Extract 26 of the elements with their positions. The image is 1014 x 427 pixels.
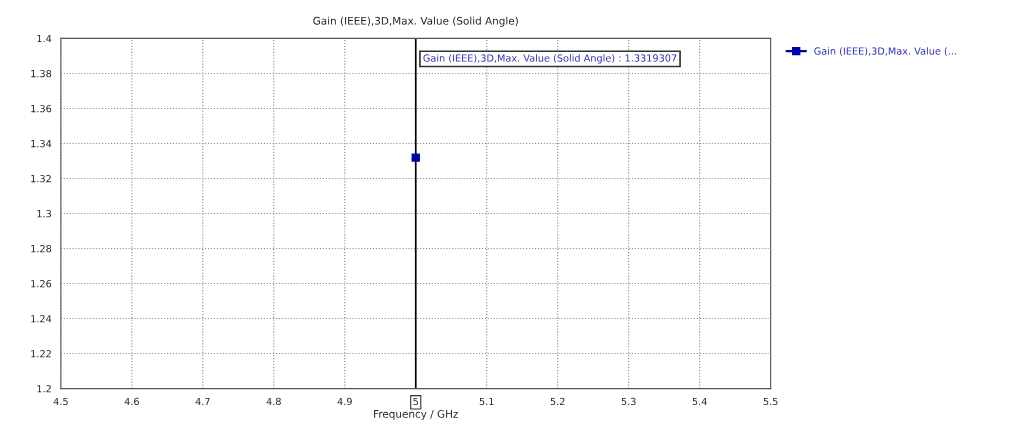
x-tick-label: 4.9: [337, 397, 352, 406]
x-tick-label: 4.8: [266, 397, 281, 406]
chart-title: Gain (IEEE),3D,Max. Value (Solid Angle): [313, 16, 518, 27]
y-tick-label: 1.3: [37, 209, 52, 218]
y-tick-label: 1.28: [31, 244, 52, 253]
y-tick-label: 1.32: [31, 174, 51, 183]
y-tick-label: 1.22: [31, 350, 51, 358]
x-tick-label: 5.2: [550, 397, 565, 406]
y-tick-label: 1.36: [31, 104, 52, 113]
x-tick-label: 4.5: [53, 397, 68, 406]
y-tick-label: 1.26: [31, 280, 52, 288]
x-tick-label: 5.1: [479, 397, 494, 406]
y-tick-label: 1.4: [37, 35, 52, 43]
x-tick-label: 4.6: [124, 397, 139, 406]
y-tick-label: 1.38: [31, 69, 52, 78]
y-tick-label: 1.24: [31, 315, 52, 323]
x-axis-title: Frequency / GHz: [374, 409, 458, 420]
annotation: Gain (IEEE),3D,Max. Value (Solid Angle) : 1.3319307: [423, 54, 677, 64]
legend-label: Gain (IEEE),3D,Max. Value (...: [814, 47, 956, 56]
x-tick-label: 5.4: [692, 397, 707, 406]
y-tick-label: 1.2: [37, 385, 51, 393]
x-tick-label: 5.3: [621, 397, 636, 406]
x-tick-label: 5: [413, 397, 418, 406]
x-tick-label: 4.7: [195, 397, 210, 405]
y-tick-label: 1.34: [31, 139, 52, 148]
x-tick-label: 5.5: [763, 397, 778, 406]
